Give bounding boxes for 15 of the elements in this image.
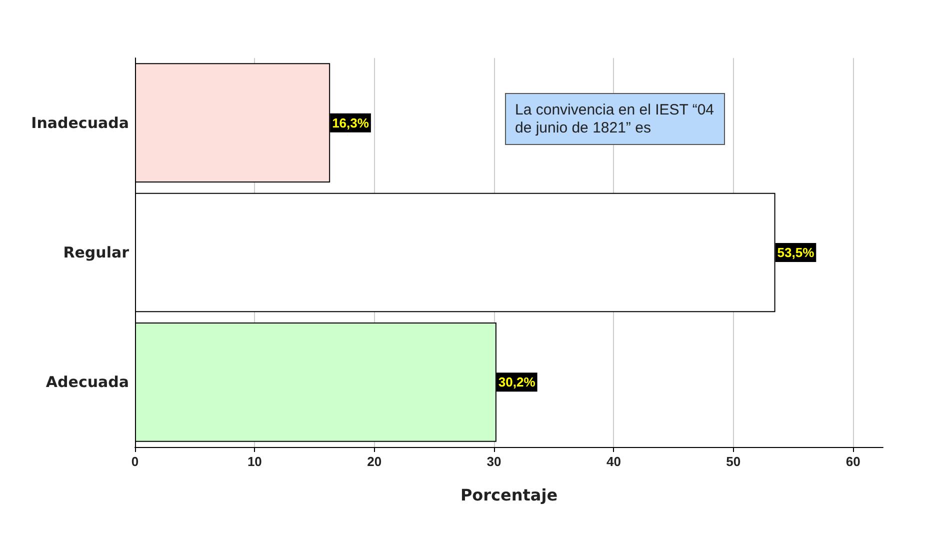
x-tick-label: 50 <box>726 454 741 469</box>
text: La convivencia en el IEST “04 de junio de 1821” es <box>515 102 714 136</box>
x-tick-label: 30 <box>486 454 502 469</box>
x-axis-title: Porcentaje <box>460 486 558 504</box>
x-tick-label: 10 <box>247 454 262 469</box>
x-tick-label: 20 <box>367 454 382 469</box>
y-tick-label: Regular <box>63 244 130 262</box>
data-label: 53,5% <box>777 245 815 260</box>
y-tick-label: Inadecuada <box>31 114 129 132</box>
x-tick-label: 60 <box>846 454 860 469</box>
data-label: 16,3% <box>332 115 370 130</box>
data-label: 30,2% <box>498 374 536 390</box>
x-tick-label: 0 <box>131 454 139 469</box>
x-tick-label: 40 <box>606 454 621 469</box>
y-tick-label: Adecuada <box>46 373 129 392</box>
